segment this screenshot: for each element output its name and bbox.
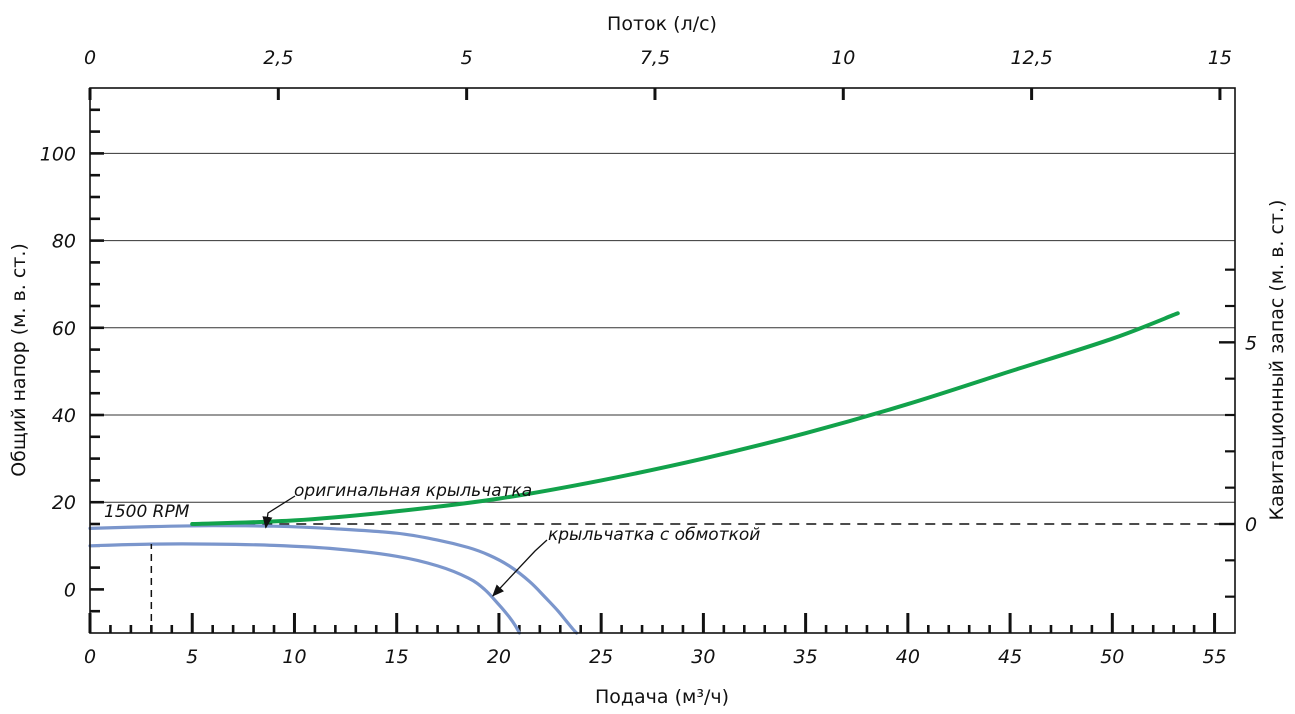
x2-axis-title: Поток (л/с): [607, 13, 717, 35]
x2-tick-label: 10: [831, 47, 855, 69]
x2-tick-label: 15: [1208, 47, 1232, 69]
y2-tick-label: 5: [1245, 332, 1257, 354]
y-tick-label: 0: [64, 579, 76, 601]
x2-tick-label: 0: [84, 47, 96, 69]
npsh-curve: [190, 311, 1180, 526]
wrapped-impeller-curve: [88, 542, 521, 635]
y-tick-label: 60: [52, 318, 76, 340]
y-tick-label: 40: [52, 405, 76, 427]
x-tick-label: 35: [794, 646, 818, 668]
x2-tick-label: 12,5: [1010, 47, 1052, 69]
x-axis-title: Подача (м³/ч): [595, 686, 729, 708]
y2-tick-label: 0: [1245, 514, 1257, 536]
original-impeller-curve: [88, 524, 579, 635]
wrapped-impeller-label: крыльчатка с обмоткой: [548, 525, 760, 545]
x-tick-label: 30: [691, 646, 715, 668]
y-tick-label: 100: [40, 143, 76, 165]
x-tick-label: 25: [589, 646, 613, 668]
original-impeller-leader: [262, 495, 296, 529]
x2-tick-label: 2,5: [263, 47, 293, 69]
x-tick-label: 15: [385, 646, 409, 668]
x-tick-label: 50: [1100, 646, 1124, 668]
grid-lines: [90, 152, 1235, 503]
x-tick-label: 40: [896, 646, 920, 668]
original-impeller-label: оригинальная крыльчатка: [294, 481, 532, 501]
plot-frame: [89, 87, 1236, 634]
y-axis-title: Общий напор (м. в. ст.): [8, 243, 30, 477]
y-tick-label: 80: [52, 231, 76, 253]
x-tick-label: 10: [282, 646, 306, 668]
x2-tick-label: 7,5: [640, 47, 670, 69]
minor-ticks: [90, 108, 1235, 633]
x2-tick-label: 5: [461, 47, 473, 69]
rpm-label: 1500 RPM: [104, 502, 190, 522]
x-tick-label: 55: [1202, 646, 1226, 668]
annotations: 1500 RPM оригинальная крыльчатка крыльчатк…: [104, 481, 760, 633]
x-tick-label: 45: [998, 646, 1022, 668]
series-layer: [88, 311, 1235, 635]
y-tick-label: 20: [52, 492, 76, 514]
x-tick-label: 0: [84, 646, 96, 668]
x-tick-label: 5: [186, 646, 198, 668]
x-tick-label: 20: [487, 646, 511, 668]
y2-axis-title: Кавитационный запас (м. в. ст.): [1266, 200, 1288, 521]
wrapped-impeller-leader: [492, 539, 548, 597]
